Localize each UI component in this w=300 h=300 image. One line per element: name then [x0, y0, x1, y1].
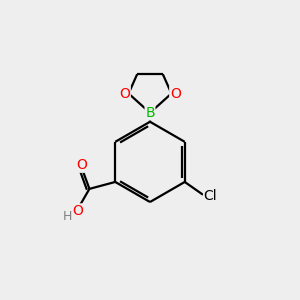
Text: O: O	[77, 158, 88, 172]
Text: O: O	[170, 86, 181, 100]
Text: Cl: Cl	[204, 189, 217, 203]
Text: B: B	[145, 106, 155, 120]
Text: O: O	[119, 86, 130, 100]
Text: H: H	[63, 210, 72, 223]
Text: O: O	[72, 204, 83, 218]
